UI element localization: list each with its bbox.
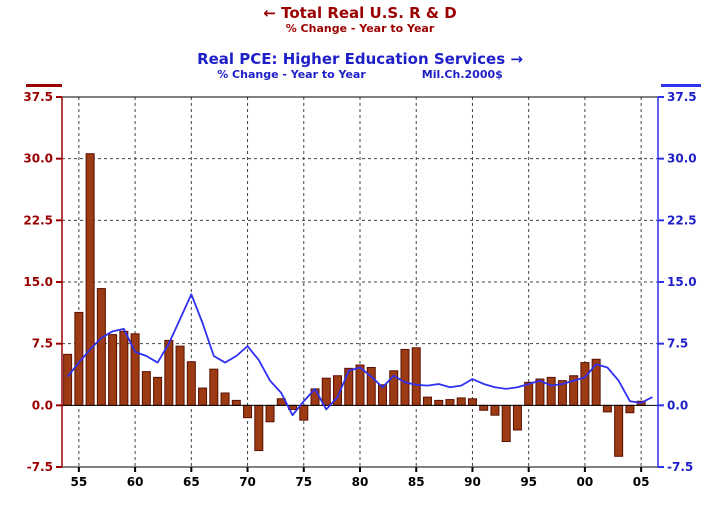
svg-text:37.5: 37.5 <box>23 90 53 104</box>
svg-text:30.0: 30.0 <box>667 152 697 166</box>
svg-text:85: 85 <box>408 475 425 489</box>
svg-text:15.0: 15.0 <box>23 275 53 289</box>
pce-units-mil: Mil.Ch.2000$ <box>421 68 503 81</box>
svg-text:70: 70 <box>239 475 256 489</box>
svg-text:80: 80 <box>352 475 369 489</box>
svg-text:90: 90 <box>464 475 481 489</box>
svg-text:7.5: 7.5 <box>32 337 53 351</box>
rd-axis-marker-line <box>26 84 62 87</box>
rd-subtitle: % Change - Year to Year <box>285 22 435 35</box>
svg-text:-7.5: -7.5 <box>27 460 53 474</box>
svg-text:-7.5: -7.5 <box>667 460 693 474</box>
svg-text:15.0: 15.0 <box>667 275 697 289</box>
svg-text:0.0: 0.0 <box>32 398 53 412</box>
svg-text:7.5: 7.5 <box>667 337 688 351</box>
chart-header: ← Total Real U.S. R & D % Change - Year … <box>0 4 720 82</box>
svg-text:37.5: 37.5 <box>667 90 697 104</box>
svg-text:22.5: 22.5 <box>23 213 53 227</box>
pce-axis-marker-line <box>661 84 701 87</box>
svg-text:30.0: 30.0 <box>23 152 53 166</box>
svg-text:55: 55 <box>71 475 88 489</box>
svg-text:22.5: 22.5 <box>667 213 697 227</box>
svg-text:05: 05 <box>633 475 650 489</box>
pce-title: Real PCE: Higher Education Services → <box>197 50 523 68</box>
rd-title: ← Total Real U.S. R & D <box>263 4 457 22</box>
svg-text:95: 95 <box>520 475 537 489</box>
svg-text:00: 00 <box>577 475 594 489</box>
svg-text:65: 65 <box>183 475 200 489</box>
pce-units-pct: % Change - Year to Year <box>217 68 366 81</box>
svg-text:60: 60 <box>127 475 144 489</box>
svg-text:75: 75 <box>295 475 312 489</box>
svg-text:0.0: 0.0 <box>667 398 688 412</box>
pce-subtitle: % Change - Year to Year Mil.Ch.2000$ <box>0 68 720 82</box>
